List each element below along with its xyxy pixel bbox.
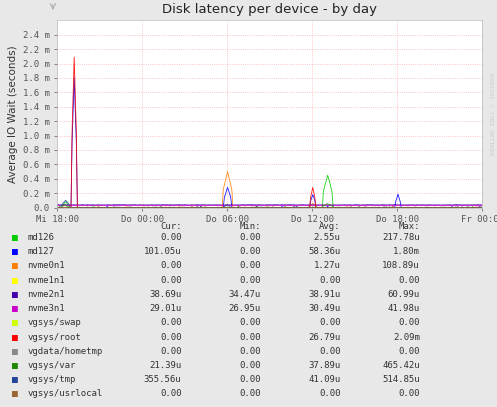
Y-axis label: Average IO Wait (seconds): Average IO Wait (seconds) [8,45,18,183]
Text: RRDTOOL / TOBI OETIKER: RRDTOOL / TOBI OETIKER [489,73,494,155]
Text: 0.00: 0.00 [240,347,261,356]
Text: nvme0n1: nvme0n1 [27,261,65,270]
Text: 0.00: 0.00 [240,276,261,284]
Text: vgsys/var: vgsys/var [27,361,76,370]
Text: 21.39u: 21.39u [149,361,181,370]
Text: 0.00: 0.00 [240,361,261,370]
Text: ■: ■ [12,347,18,357]
Text: 29.01u: 29.01u [149,304,181,313]
Text: 26.79u: 26.79u [308,333,340,341]
Text: 0.00: 0.00 [319,389,340,398]
Text: 0.00: 0.00 [319,318,340,327]
Text: 0.00: 0.00 [160,261,181,270]
Text: Min:: Min: [240,222,261,231]
Text: md126: md126 [27,233,54,242]
Text: 0.00: 0.00 [399,389,420,398]
Text: 514.85u: 514.85u [382,375,420,384]
Text: Cur:: Cur: [160,222,181,231]
Text: 465.42u: 465.42u [382,361,420,370]
Text: ■: ■ [12,389,18,400]
Text: ■: ■ [12,290,18,300]
Text: 0.00: 0.00 [160,347,181,356]
Text: md127: md127 [27,247,54,256]
Text: 34.47u: 34.47u [229,290,261,299]
Text: 2.55u: 2.55u [314,233,340,242]
Text: ■: ■ [12,261,18,271]
Text: ■: ■ [12,233,18,243]
Text: 0.00: 0.00 [160,276,181,284]
Text: vgsys/tmp: vgsys/tmp [27,375,76,384]
Text: 0.00: 0.00 [240,375,261,384]
Text: 0.00: 0.00 [399,318,420,327]
Text: Max:: Max: [399,222,420,231]
Text: 0.00: 0.00 [160,233,181,242]
Text: vgsys/swap: vgsys/swap [27,318,81,327]
Text: 108.89u: 108.89u [382,261,420,270]
Text: ■: ■ [12,276,18,286]
Text: 1.27u: 1.27u [314,261,340,270]
Text: ■: ■ [12,247,18,257]
Text: 2.09m: 2.09m [393,333,420,341]
Text: 217.78u: 217.78u [382,233,420,242]
Text: nvme3n1: nvme3n1 [27,304,65,313]
Title: Disk latency per device - by day: Disk latency per device - by day [162,3,377,16]
Text: 38.91u: 38.91u [308,290,340,299]
Text: 0.00: 0.00 [160,318,181,327]
Text: 38.69u: 38.69u [149,290,181,299]
Text: nvme1n1: nvme1n1 [27,276,65,284]
Text: vgsys/root: vgsys/root [27,333,81,341]
Text: 0.00: 0.00 [240,261,261,270]
Text: 0.00: 0.00 [240,389,261,398]
Text: ■: ■ [12,304,18,314]
Text: 1.80m: 1.80m [393,247,420,256]
Text: 37.89u: 37.89u [308,361,340,370]
Text: 0.00: 0.00 [399,347,420,356]
Text: 30.49u: 30.49u [308,304,340,313]
Text: nvme2n1: nvme2n1 [27,290,65,299]
Text: 41.09u: 41.09u [308,375,340,384]
Text: 0.00: 0.00 [319,347,340,356]
Text: 0.00: 0.00 [160,389,181,398]
Text: 41.98u: 41.98u [388,304,420,313]
Text: vgsys/usrlocal: vgsys/usrlocal [27,389,102,398]
Text: ■: ■ [12,318,18,328]
Text: vgdata/hometmp: vgdata/hometmp [27,347,102,356]
Text: ■: ■ [12,375,18,385]
Text: 0.00: 0.00 [240,233,261,242]
Text: 0.00: 0.00 [160,333,181,341]
Text: 0.00: 0.00 [240,333,261,341]
Text: Avg:: Avg: [319,222,340,231]
Text: 0.00: 0.00 [240,247,261,256]
Text: ■: ■ [12,361,18,371]
Text: 26.95u: 26.95u [229,304,261,313]
Text: 60.99u: 60.99u [388,290,420,299]
Text: ■: ■ [12,333,18,343]
Text: 0.00: 0.00 [399,276,420,284]
Text: 58.36u: 58.36u [308,247,340,256]
Text: 355.56u: 355.56u [144,375,181,384]
Text: 0.00: 0.00 [240,318,261,327]
Text: 101.05u: 101.05u [144,247,181,256]
Text: 0.00: 0.00 [319,276,340,284]
